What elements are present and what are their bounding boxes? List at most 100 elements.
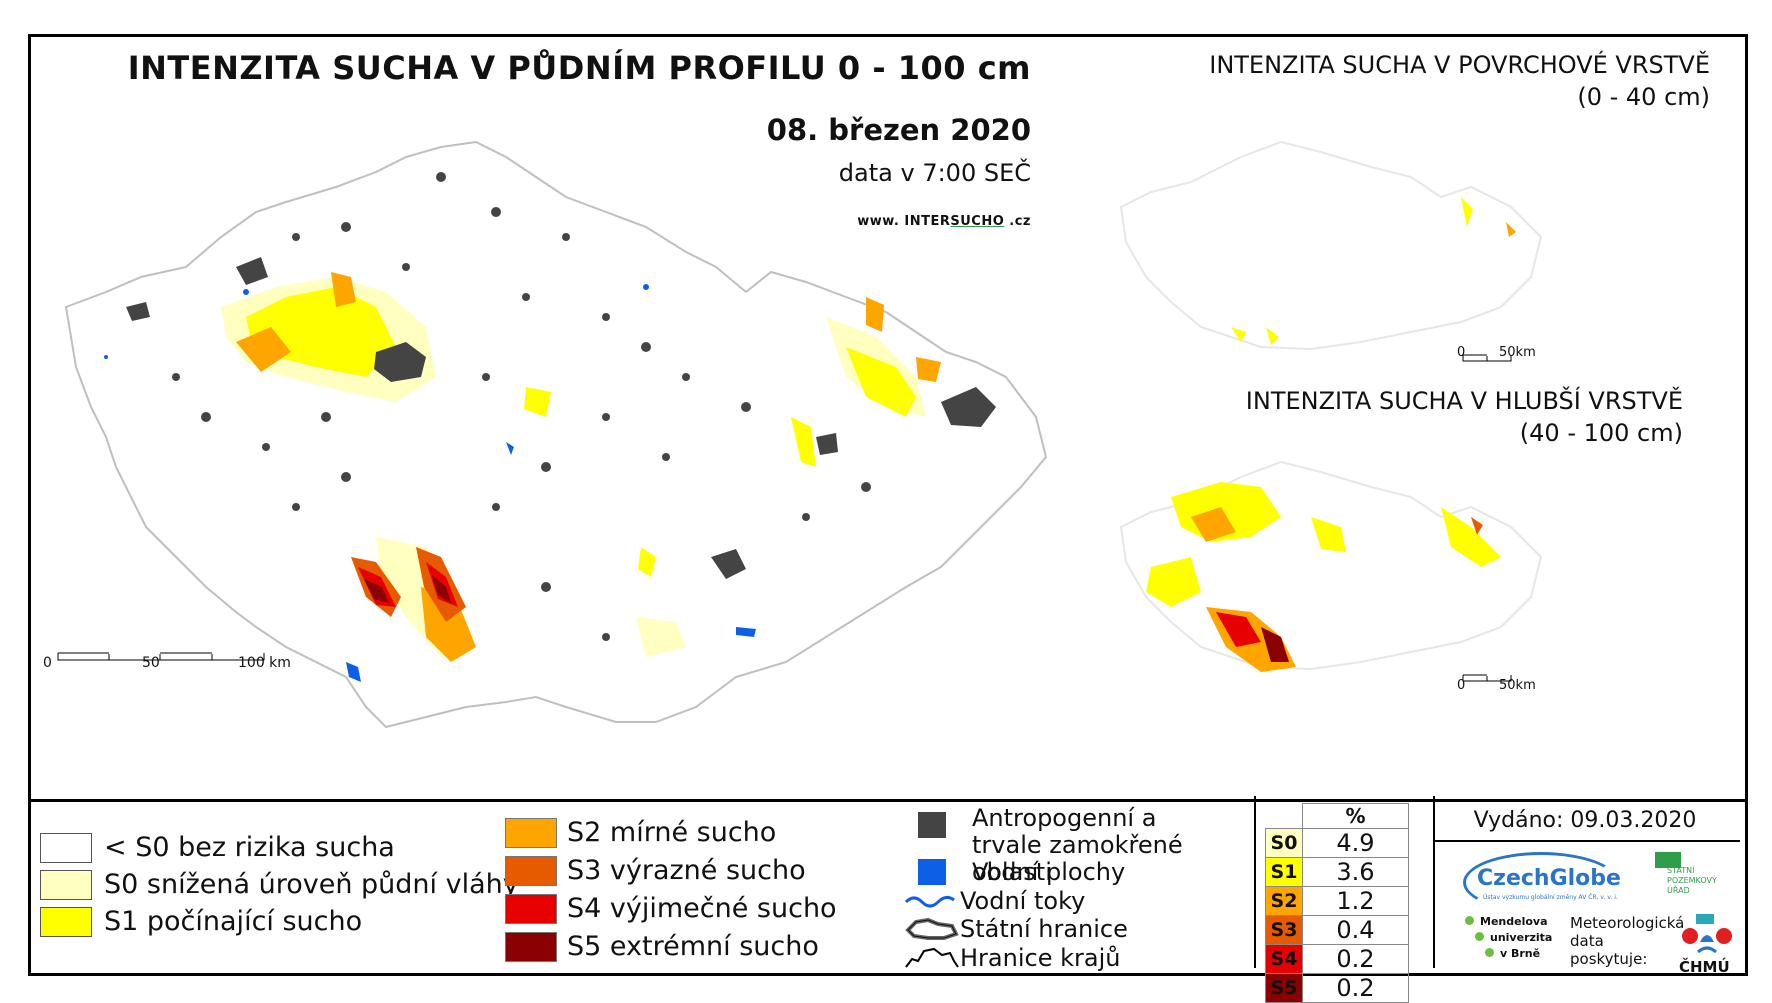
legend-item-s1: S1 počínající sucho [40,906,362,937]
deep-layer-map [1119,460,1543,682]
mendel-line: v Brně [1485,946,1552,962]
legend-swatch-s5 [505,931,557,962]
data-note-line: data [1570,932,1604,950]
legend-label-s4: S4 výjimečné sucho [567,893,837,924]
legend-symbol-label-rivers: Vodní toky [960,887,1086,915]
partner-logos: CzechGlobe Ústav výzkumu globální změny … [1435,840,1740,976]
legend-symbol-anthropogenic: Antropogenní a trvale zamokřené oblasti [918,805,1232,886]
czechglobe-subtitle: Ústav výzkumu globální změny AV ČR, v. v… [1483,894,1618,901]
main-drought-map [57,140,1048,729]
legend-item-s0: S0 snížená úroveň půdní vláhy [40,869,519,900]
scale-label-100: 100 km [238,655,291,671]
legend-label-s3: S3 výrazné sucho [567,855,806,886]
mendel-line: univerzita [1475,930,1552,946]
table-value-s3: 0.4 [1302,915,1409,945]
inset-top-outline [1119,140,1543,351]
czechglobe-logo: CzechGlobe [1477,866,1621,891]
table-code-s5: S5 [1265,973,1303,1003]
legend-swatch-s2 [505,817,557,848]
data-time-note: data v 7:00 SEČ [838,159,1031,187]
s2-patch [866,297,884,332]
s2-patch [421,587,476,662]
s1-patch [846,347,916,417]
s1-patch [791,417,816,467]
legend-label-s0: S0 snížená úroveň půdní vláhy [104,869,519,900]
legend-symbol-region-border: Hranice krajů [904,944,1120,972]
table-code-s2: S2 [1265,886,1303,916]
website-suffix: .cz [1004,214,1031,229]
legend-symbol-label-anthropogenic: Antropogenní a trvale zamokřené oblasti [972,804,1183,886]
table-code-s0: S0 [1265,828,1303,858]
website-label[interactable]: www. INTERSUCHO .cz [31,214,1031,229]
legend-item-s3: S3 výrazné sucho [505,855,806,886]
issued-date: Vydáno: 09.03.2020 [1473,808,1697,833]
blue-square-icon [918,859,946,885]
legend-symbol-water: Vodní plochy [918,858,1125,886]
s5-patch [364,579,389,603]
inset-bottom-subtitle: (40 - 100 cm) [1519,419,1683,447]
legend-symbol-rivers: Vodní toky [904,887,1085,915]
czechglobe-logo-arc [1463,852,1619,913]
inset-bottom-title: INTENZITA SUCHA V HLUBŠÍ VRSTVĚ [1245,387,1683,415]
s0-patch [636,617,686,657]
s2-patch [236,327,291,372]
data-note-line: Meteorologická [1570,914,1685,932]
legend-symbol-state-border: Státní hranice [904,915,1128,943]
map-date: 08. březen 2020 [766,113,1031,147]
table-value-s0: 4.9 [1302,828,1409,858]
scale-bar [57,652,265,661]
table-right-divider [1433,796,1435,968]
legend-symbol-label-water: Vodní plochy [972,858,1126,886]
table-code-s4: S4 [1265,944,1303,974]
legend-divider [31,799,1745,802]
website-highlight: SUCHO [950,214,1005,229]
s2-patch [331,272,356,307]
inset-bottom-scale-50: 50km [1499,678,1536,693]
table-value-s2: 1.2 [1302,886,1409,916]
legend-label-s2: S2 mírné sucho [567,817,777,848]
spu-logo-text: STÁTNÍ POZEMKOVÝ ÚŘAD [1667,866,1717,895]
table-value-s1: 3.6 [1302,857,1409,887]
table-left-divider [1254,796,1256,968]
legend-item-s5: S5 extrémní sucho [505,931,819,962]
mendel-university-logo: Mendelova univerzita v Brně [1465,914,1552,962]
s1-patch [638,547,656,577]
table-row: S4 0.2 [1265,944,1409,974]
anthropogenic-areas [126,172,996,641]
website-prefix: www. INTER [857,214,951,229]
drought-percent-table: % S0 4.9 S1 3.6 S2 1.2 S3 0.4 S4 0.2 S5 … [1265,803,1409,1003]
czech-republic-outline [64,140,1048,729]
s1-patch [524,387,551,417]
legend-item-s4: S4 výjimečné sucho [505,893,837,924]
mendel-line: Mendelova [1465,914,1552,930]
table-row: S0 4.9 [1265,828,1409,858]
table-value-s4: 0.2 [1302,944,1409,974]
inset-top-title: INTENZITA SUCHA V POVRCHOVÉ VRSTVĚ [1209,51,1710,79]
map-title: INTENZITA SUCHA V PŮDNÍM PROFILU 0 - 100… [127,49,1031,87]
legend-label-s5: S5 extrémní sucho [567,931,819,962]
legend-item-s2: S2 mírné sucho [505,817,776,848]
river-line-icon [904,895,955,908]
s2-patch [916,357,941,382]
table-row: S1 3.6 [1265,857,1409,887]
s5-patch [432,575,451,603]
surface-layer-map [1119,140,1543,362]
table-code-s3: S3 [1265,915,1303,945]
inset-top-scale-0: 0 [1457,345,1466,360]
legend-label-s1: S1 počínající sucho [104,906,363,937]
legend-swatch-s4 [505,893,557,924]
state-border-icon [905,917,959,940]
scale-label-50: 50 [142,655,160,671]
chmu-logo-icon [1682,914,1732,954]
table-header-row: % [1265,803,1409,829]
spu-logo: STÁTNÍ POZEMKOVÝ ÚŘAD [1655,852,1725,896]
legend-swatch-none [40,832,92,863]
water-bodies [104,284,756,682]
table-row: S5 0.2 [1265,973,1409,1003]
scale-label-0: 0 [43,655,52,671]
data-provider-note: Meteorologická data poskytuje: [1570,914,1684,968]
spu-logo-mark [1655,852,1681,868]
dark-square-icon [918,812,946,838]
inset-top-title-block: INTENZITA SUCHA V POVRCHOVÉ VRSTVĚ (0 - … [1209,49,1710,113]
legend-swatch-s1 [40,906,92,937]
